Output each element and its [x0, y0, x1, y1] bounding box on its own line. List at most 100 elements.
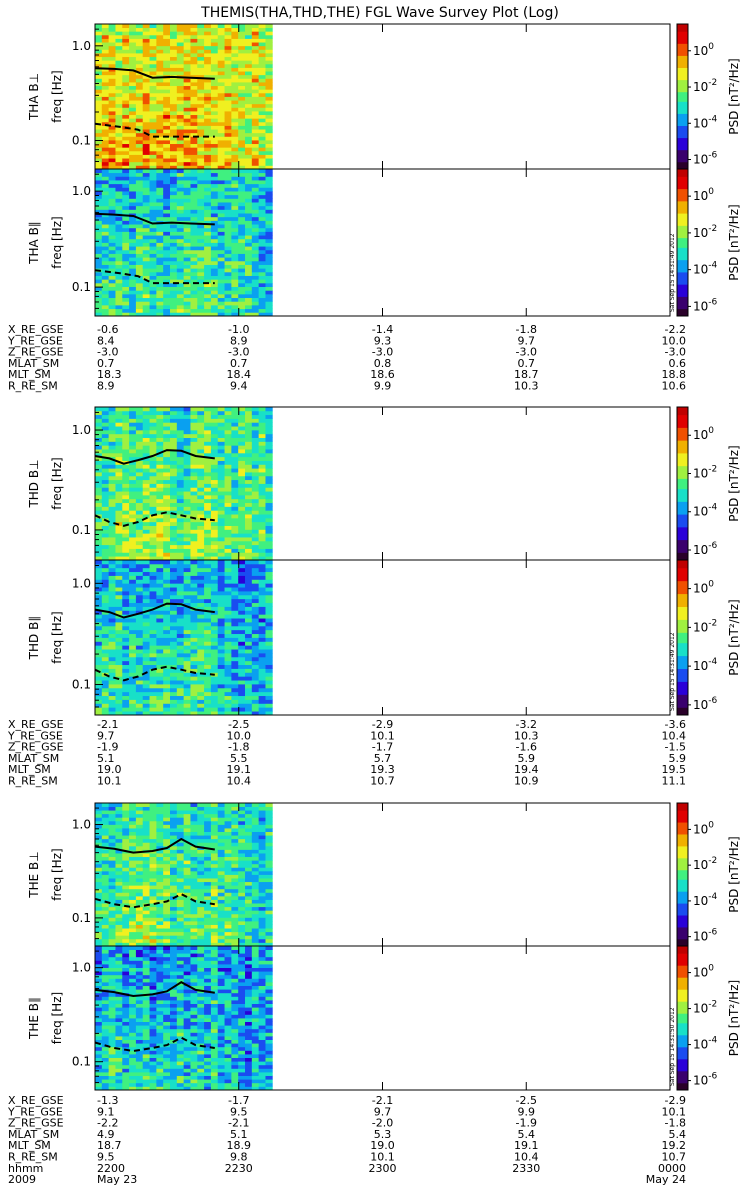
psd-cell: [252, 86, 259, 90]
psd-cell: [170, 191, 177, 195]
psd-cell: [156, 31, 163, 35]
psd-cell: [218, 97, 225, 101]
psd-cell: [122, 261, 129, 265]
psd-cell: [163, 453, 170, 457]
colorbar-tick-exp: -4: [708, 261, 717, 271]
psd-cell: [122, 100, 129, 104]
psd-cell: [225, 276, 232, 280]
psd-cell: [211, 294, 218, 298]
psd-cell: [156, 115, 163, 119]
psd-cell: [115, 472, 122, 476]
colorbar-tick-exp: -4: [708, 114, 717, 124]
psd-cell: [136, 860, 143, 864]
psd-cell: [184, 464, 191, 468]
psd-cell: [245, 136, 252, 140]
psd-cell: [204, 235, 211, 239]
psd-cell: [259, 158, 266, 162]
psd-cell: [225, 434, 232, 438]
psd-cell: [225, 46, 232, 50]
psd-cell: [170, 287, 177, 291]
psd-cell: [156, 680, 163, 684]
psd-cell: [129, 932, 136, 936]
psd-cell: [95, 89, 102, 93]
psd-cell: [265, 35, 272, 39]
psd-cell: [259, 545, 266, 549]
psd-cell: [143, 696, 150, 700]
colorbar-tick-base: 10: [693, 698, 708, 712]
psd-cell: [122, 250, 129, 254]
psd-cell: [129, 246, 136, 250]
psd-cell: [163, 445, 170, 449]
psd-cell: [231, 129, 238, 133]
psd-cell: [95, 235, 102, 239]
psd-cell: [265, 257, 272, 261]
psd-cell: [143, 162, 150, 166]
psd-cell: [115, 914, 122, 918]
psd-cell: [197, 441, 204, 445]
psd-cell: [218, 441, 225, 445]
psd-cell: [129, 195, 136, 199]
psd-cell: [156, 46, 163, 50]
psd-cell: [129, 867, 136, 871]
psd-cell: [259, 129, 266, 133]
psd-cell: [190, 661, 197, 665]
psd-cell: [218, 630, 225, 634]
psd-cell: [102, 151, 109, 155]
psd-cell: [122, 254, 129, 258]
psd-cell: [177, 111, 184, 115]
psd-cell: [143, 878, 150, 882]
psd-cell: [150, 294, 157, 298]
psd-cell: [197, 657, 204, 661]
psd-cell: [115, 871, 122, 875]
psd-cell: [122, 283, 129, 287]
psd-cell: [184, 411, 191, 415]
psd-cell: [143, 407, 150, 411]
psd-cell: [102, 464, 109, 468]
y-tick-label: 1.0: [72, 423, 91, 437]
psd-cell: [225, 265, 232, 269]
psd-cell: [136, 607, 143, 611]
psd-cell: [115, 828, 122, 832]
psd-cell: [177, 202, 184, 206]
psd-cell: [259, 151, 266, 155]
psd-cell: [252, 151, 259, 155]
psd-cell: [190, 49, 197, 53]
psd-cell: [190, 618, 197, 622]
psd-cell: [184, 213, 191, 217]
psd-cell: [197, 645, 204, 649]
psd-cell: [136, 657, 143, 661]
psd-cell: [129, 928, 136, 932]
psd-cell: [231, 595, 238, 599]
psd-cell: [95, 491, 102, 495]
psd-cell: [197, 426, 204, 430]
psd-cell: [143, 932, 150, 936]
psd-cell: [122, 672, 129, 676]
psd-cell: [136, 914, 143, 918]
psd-cell: [225, 626, 232, 630]
psd-cell: [109, 246, 116, 250]
psd-cell: [238, 198, 245, 202]
psd-cell: [265, 449, 272, 453]
psd-cell: [190, 649, 197, 653]
psd-cell: [102, 653, 109, 657]
colorbar-tick-label: 10-6: [693, 541, 718, 557]
psd-cell: [95, 176, 102, 180]
psd-cell: [259, 415, 266, 419]
psd-cell: [95, 503, 102, 507]
psd-cell: [238, 603, 245, 607]
psd-cell: [102, 472, 109, 476]
psd-cell: [190, 696, 197, 700]
psd-cell: [252, 495, 259, 499]
psd-cell: [109, 817, 116, 821]
psd-cell: [177, 140, 184, 144]
psd-cell: [102, 418, 109, 422]
psd-cell: [136, 932, 143, 936]
psd-cell: [129, 537, 136, 541]
psd-cell: [102, 158, 109, 162]
psd-cell: [211, 129, 218, 133]
psd-cell: [109, 93, 116, 97]
psd-cell: [109, 173, 116, 177]
psd-cell: [177, 438, 184, 442]
psd-cell: [259, 140, 266, 144]
psd-cell: [252, 89, 259, 93]
